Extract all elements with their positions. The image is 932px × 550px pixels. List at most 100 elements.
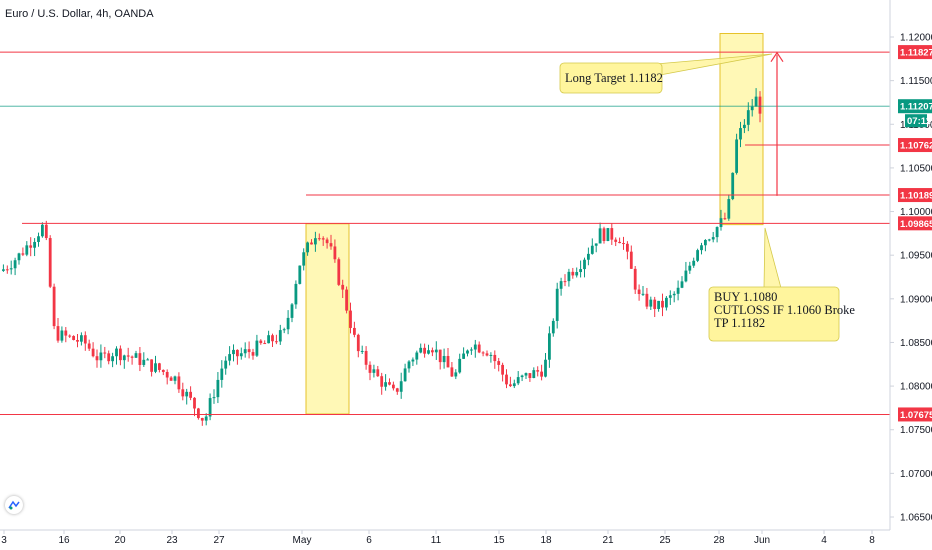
candle-body [150,359,153,372]
y-tick-label: 1.11500 [900,76,932,87]
candle-body [154,363,157,372]
candle-body [193,397,196,409]
candle-body [739,128,742,140]
candle-body [161,369,165,372]
candle-body [481,352,485,354]
callout-text: BUY 1.1080 [714,290,777,304]
y-tick-label: 1.10500 [900,163,932,174]
candle-body [5,269,9,271]
candle-body [95,356,99,361]
candle-body [41,224,44,237]
candle-body [485,353,489,356]
candle-body [622,243,625,245]
candle-body [99,352,103,361]
candle-body [746,110,750,125]
candle-body [641,293,645,295]
candle-body [2,269,5,271]
candle-body [403,368,407,382]
candle-body [719,218,723,228]
candle-body [672,293,676,296]
candle-body [466,350,469,354]
x-tick-label: 28 [713,535,725,546]
candle-body [275,341,278,343]
candle-body [290,304,294,318]
candle-body [267,335,270,344]
candle-body [579,269,582,273]
candle-body [317,238,321,240]
candle-body [228,354,231,361]
callout-text: TP 1.1182 [714,316,765,330]
candle-body [497,361,501,365]
price-tag [898,188,932,203]
price-tag-text: 1.10762 [900,141,932,152]
callout-box [559,62,663,94]
candle-body [735,139,738,173]
candle-body [665,297,668,308]
candle-body [509,384,512,387]
price-tag [898,407,932,422]
candle-body [107,353,111,362]
callout-pointer [763,227,782,289]
candle-body [540,371,543,377]
candle-body [349,310,352,328]
candle-body [87,343,91,349]
x-tick-label: 16 [58,535,70,546]
candle-body [169,377,173,381]
y-tick-label: 1.08000 [900,382,932,393]
candle-body [232,349,235,355]
y-tick-label: 1.07500 [900,425,932,436]
candle-body [189,391,192,398]
candle-body [115,348,118,357]
candle-body [415,352,419,360]
candle-body [17,253,21,261]
x-tick-label: May [293,535,312,546]
x-tick-label: 23 [166,535,178,546]
candle-body [684,270,688,282]
candle-body [571,271,575,276]
candle-body [454,372,458,377]
candle-body [60,330,64,341]
candle-body [587,253,590,260]
candle-body [130,356,134,358]
candle-body [528,373,532,379]
candle-body [37,236,40,242]
tradingview-logo-icon[interactable] [5,496,23,514]
candle-body [754,96,758,107]
candle-body [610,228,614,240]
candle-body [298,265,302,284]
candle-body [473,344,477,350]
candle-body [255,340,259,356]
y-tick-label: 1.10000 [900,207,932,218]
candle-body [446,356,450,368]
candle-body [236,349,239,357]
candle-body [173,376,177,381]
candle-body [442,356,446,363]
candle-body [395,388,399,392]
candle-body [103,352,107,354]
chart-title: Euro / U.S. Dollar, 4h, OANDA [5,8,154,20]
target-arrow-head [770,51,784,63]
candle-body [668,295,672,298]
candle-body [345,289,348,311]
candle-body [306,242,309,253]
candle-body [544,359,547,377]
candle-body [321,238,325,240]
y-tick-label: 1.12000 [900,33,932,44]
candle-body [48,238,52,287]
candle-body [360,350,364,352]
candle-body [614,239,618,242]
candle-body [653,299,657,309]
candle-body [551,320,555,334]
candle-body [493,354,497,362]
candle-body [380,376,384,387]
candle-body [505,374,508,385]
candlesticks [2,88,762,426]
candle-body [52,286,56,327]
price-lines [0,51,890,415]
y-tick-label: 1.08500 [900,338,932,349]
candle-body [438,349,442,363]
candle-body [758,96,762,114]
candle-body [138,353,142,365]
x-tick-label: 8 [869,535,875,546]
